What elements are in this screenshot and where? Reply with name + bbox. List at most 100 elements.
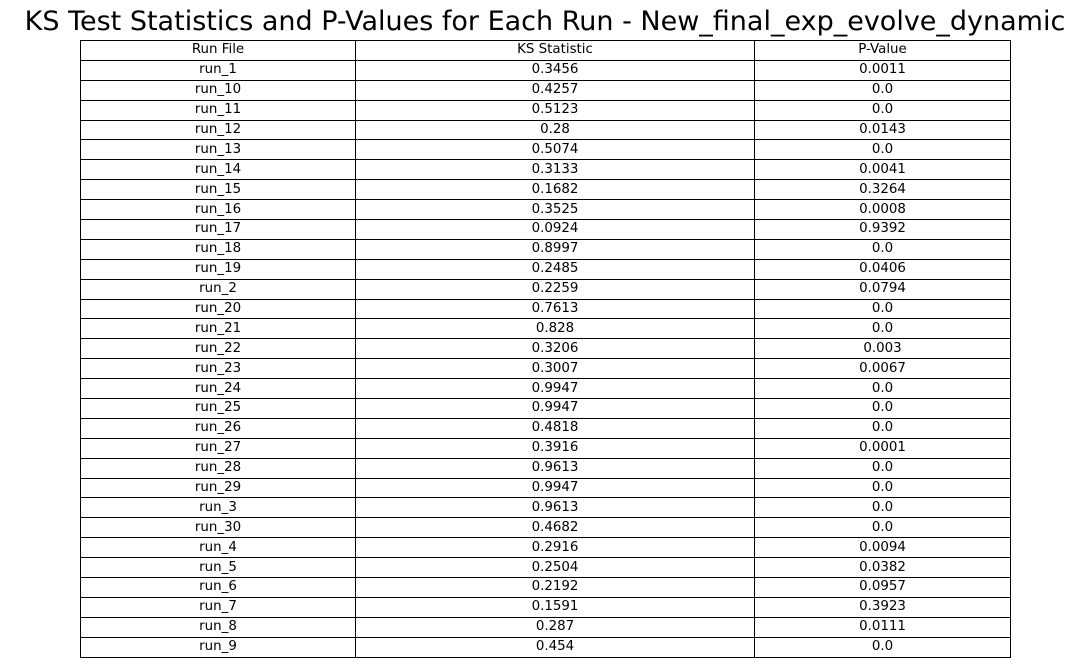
table-row: run_8 0.287 0.0111 xyxy=(80,616,1011,638)
p-value-cell: 0.9392 xyxy=(754,219,1011,240)
ks-statistic-cell: 0.9947 xyxy=(355,477,755,499)
table-row: run_19 0.2485 0.0406 xyxy=(80,258,1011,280)
table-row: run_23 0.3007 0.0067 xyxy=(80,358,1011,380)
ks-statistic-cell: 0.1591 xyxy=(355,596,755,618)
p-value-cell: 0.0 xyxy=(754,497,1011,519)
ks-statistic-cell: 0.2504 xyxy=(355,557,755,579)
run-file-cell: run_27 xyxy=(80,437,356,459)
column-header-ks-statistic: KS Statistic xyxy=(355,40,755,61)
ks-statistic-cell: 0.9613 xyxy=(355,457,755,479)
ks-statistic-cell: 0.28 xyxy=(355,119,755,141)
run-file-cell: run_9 xyxy=(80,636,356,658)
run-file-cell: run_20 xyxy=(80,298,356,320)
ks-statistic-cell: 0.4257 xyxy=(355,79,755,101)
p-value-cell: 0.0382 xyxy=(754,557,1011,579)
p-value-cell: 0.0 xyxy=(754,417,1011,439)
run-file-cell: run_10 xyxy=(80,79,356,101)
ks-statistic-cell: 0.287 xyxy=(355,616,755,638)
p-value-cell: 0.0094 xyxy=(754,537,1011,559)
p-value-cell: 0.0 xyxy=(754,318,1011,340)
table-row: run_2 0.2259 0.0794 xyxy=(80,278,1011,300)
ks-statistic-cell: 0.4818 xyxy=(355,417,755,439)
table-row: run_3 0.9613 0.0 xyxy=(80,497,1011,519)
run-file-cell: run_12 xyxy=(80,119,356,141)
table-row: run_24 0.9947 0.0 xyxy=(80,378,1011,400)
ks-statistic-cell: 0.5123 xyxy=(355,99,755,121)
ks-statistic-cell: 0.1682 xyxy=(355,179,755,201)
p-value-cell: 0.0001 xyxy=(754,437,1011,459)
chart-title: KS Test Statistics and P-Values for Each… xyxy=(24,6,1066,37)
run-file-cell: run_7 xyxy=(80,596,356,618)
run-file-cell: run_1 xyxy=(80,59,356,81)
p-value-cell: 0.0011 xyxy=(754,59,1011,81)
column-header-run-file: Run File xyxy=(80,40,356,61)
run-file-cell: run_25 xyxy=(80,398,356,419)
table-row: run_7 0.1591 0.3923 xyxy=(80,596,1011,618)
run-file-cell: run_13 xyxy=(80,139,356,161)
table-row: run_29 0.9947 0.0 xyxy=(80,477,1011,499)
run-file-cell: run_21 xyxy=(80,318,356,340)
p-value-cell: 0.0 xyxy=(754,636,1011,658)
ks-statistic-cell: 0.2485 xyxy=(355,258,755,280)
run-file-cell: run_3 xyxy=(80,497,356,519)
table-row: run_15 0.1682 0.3264 xyxy=(80,179,1011,201)
p-value-cell: 0.0 xyxy=(754,398,1011,419)
table-row: run_20 0.7613 0.0 xyxy=(80,298,1011,320)
ks-statistic-cell: 0.3133 xyxy=(355,159,755,181)
ks-statistic-cell: 0.7613 xyxy=(355,298,755,320)
ks-statistic-cell: 0.3456 xyxy=(355,59,755,81)
p-value-cell: 0.0 xyxy=(754,79,1011,101)
table-row: run_18 0.8997 0.0 xyxy=(80,238,1011,260)
ks-statistic-cell: 0.9947 xyxy=(355,398,755,419)
table-row: run_4 0.2916 0.0094 xyxy=(80,537,1011,559)
run-file-cell: run_26 xyxy=(80,417,356,439)
run-file-cell: run_2 xyxy=(80,278,356,300)
p-value-cell: 0.3923 xyxy=(754,596,1011,618)
table-body: run_1 0.3456 0.0011 run_10 0.4257 0.0 run_11 0.… xyxy=(80,59,1011,658)
table-row: run_25 0.9947 0.0 xyxy=(80,398,1011,419)
ks-statistic-cell: 0.8997 xyxy=(355,238,755,260)
ks-statistic-cell: 0.9947 xyxy=(355,378,755,400)
p-value-cell: 0.0008 xyxy=(754,199,1011,221)
p-value-cell: 0.0794 xyxy=(754,278,1011,300)
table-row: run_27 0.3916 0.0001 xyxy=(80,437,1011,459)
table-row: run_16 0.3525 0.0008 xyxy=(80,199,1011,221)
ks-statistic-cell: 0.828 xyxy=(355,318,755,340)
table-row: run_28 0.9613 0.0 xyxy=(80,457,1011,479)
run-file-cell: run_15 xyxy=(80,179,356,201)
ks-statistic-cell: 0.5074 xyxy=(355,139,755,161)
table-row: run_21 0.828 0.0 xyxy=(80,318,1011,340)
p-value-cell: 0.0143 xyxy=(754,119,1011,141)
table-row: run_30 0.4682 0.0 xyxy=(80,517,1011,539)
table-row: run_14 0.3133 0.0041 xyxy=(80,159,1011,181)
p-value-cell: 0.0 xyxy=(754,99,1011,121)
run-file-cell: run_4 xyxy=(80,537,356,559)
run-file-cell: run_29 xyxy=(80,477,356,499)
ks-statistic-cell: 0.3206 xyxy=(355,338,755,360)
p-value-cell: 0.0 xyxy=(754,298,1011,320)
ks-results-table: Run File KS Statistic P-Value run_1 0.345… xyxy=(80,40,1011,658)
p-value-cell: 0.0041 xyxy=(754,159,1011,181)
ks-statistic-cell: 0.2192 xyxy=(355,577,755,598)
p-value-cell: 0.0 xyxy=(754,139,1011,161)
ks-statistic-cell: 0.0924 xyxy=(355,219,755,240)
run-file-cell: run_18 xyxy=(80,238,356,260)
table-row: run_13 0.5074 0.0 xyxy=(80,139,1011,161)
run-file-cell: run_22 xyxy=(80,338,356,360)
table-row: run_12 0.28 0.0143 xyxy=(80,119,1011,141)
ks-statistic-cell: 0.3916 xyxy=(355,437,755,459)
run-file-cell: run_19 xyxy=(80,258,356,280)
table-row: run_5 0.2504 0.0382 xyxy=(80,557,1011,579)
run-file-cell: run_17 xyxy=(80,219,356,240)
run-file-cell: run_28 xyxy=(80,457,356,479)
ks-statistic-cell: 0.3007 xyxy=(355,358,755,380)
run-file-cell: run_16 xyxy=(80,199,356,221)
ks-statistic-cell: 0.2916 xyxy=(355,537,755,559)
p-value-cell: 0.0111 xyxy=(754,616,1011,638)
p-value-cell: 0.003 xyxy=(754,338,1011,360)
run-file-cell: run_8 xyxy=(80,616,356,638)
table-row: run_10 0.4257 0.0 xyxy=(80,79,1011,101)
run-file-cell: run_23 xyxy=(80,358,356,380)
run-file-cell: run_30 xyxy=(80,517,356,539)
table-row: run_22 0.3206 0.003 xyxy=(80,338,1011,360)
